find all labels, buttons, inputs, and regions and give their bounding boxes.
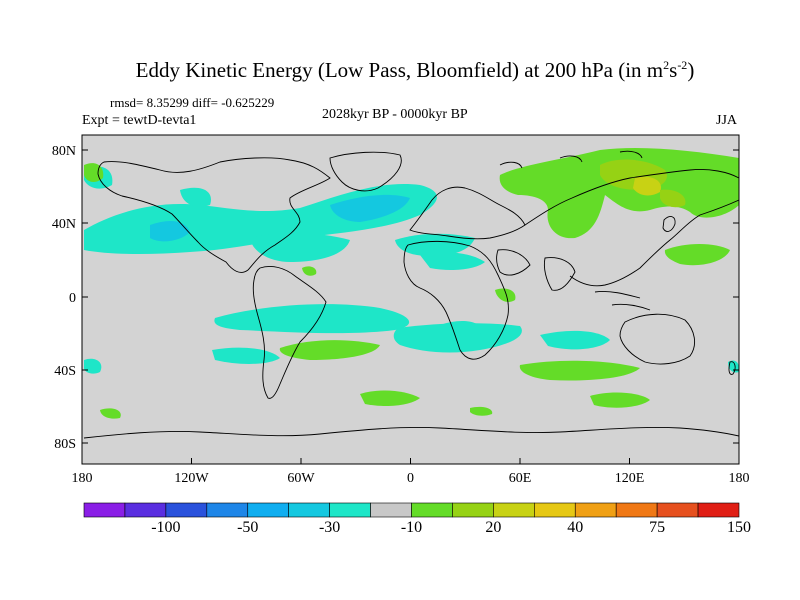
stats-label: rmsd= 8.35299 diff= -0.625229	[110, 95, 275, 110]
season-label: JJA	[716, 113, 738, 128]
anomaly-region	[100, 408, 121, 419]
colorbar-label: -30	[318, 519, 341, 536]
colorbar	[83, 502, 740, 518]
anomaly-region	[214, 304, 410, 334]
anomaly-region	[393, 323, 522, 353]
colorbar-swatch	[247, 502, 289, 518]
colorbar-swatch	[615, 502, 658, 518]
colorbar-label: -50	[237, 519, 259, 536]
coastline-europe	[409, 186, 526, 240]
anomaly-region	[590, 392, 650, 408]
lon-tick-label: 60W	[287, 471, 315, 486]
lon-tick-label: 180	[729, 471, 750, 486]
colorbar-swatch	[411, 502, 453, 518]
anomaly-region	[150, 220, 190, 242]
coastline-arctic-islands	[499, 150, 643, 169]
anomaly-fills	[83, 147, 739, 439]
anomaly-region	[499, 147, 739, 239]
coastline-new-zealand	[728, 361, 736, 375]
colorbar-swatch	[124, 502, 167, 518]
coastline-greenland	[329, 151, 402, 192]
colorbar-swatch	[288, 502, 330, 518]
lon-tick-label: 180	[72, 471, 93, 486]
coastline-asia	[524, 169, 739, 287]
anomaly-region	[279, 340, 380, 360]
anomaly-region	[302, 266, 317, 276]
anomaly-region	[84, 163, 104, 182]
anomaly-region	[212, 347, 280, 364]
lat-tick-label: 80N	[52, 144, 76, 159]
coastline-north-america	[97, 157, 331, 273]
colorbar-label: 75	[649, 519, 666, 536]
coastline-south-america	[252, 265, 327, 399]
latitude-axis: 80N 40N 0 40S 80S	[52, 144, 739, 452]
lon-tick-label: 120W	[174, 471, 209, 486]
anomaly-region	[495, 288, 516, 302]
colorbar-label: -10	[400, 519, 423, 536]
colorbar-swatch	[165, 502, 208, 518]
colorbar-swatch	[206, 502, 249, 518]
lat-tick-label: 0	[69, 291, 76, 306]
colorbar-swatch	[452, 502, 494, 518]
anomaly-region	[395, 233, 475, 256]
colorbar-label: 20	[485, 519, 502, 536]
colorbar-swatch	[83, 502, 126, 518]
anomaly-region	[470, 406, 493, 416]
lon-tick-label: 120E	[615, 471, 645, 486]
coastline-antarctica	[83, 427, 739, 439]
coastlines	[83, 150, 739, 439]
colorbar-swatch	[574, 502, 617, 518]
colorbar-swatch	[656, 502, 699, 518]
coastline-australia	[619, 313, 696, 365]
coastline-indonesia	[594, 291, 651, 311]
lat-tick-label: 80S	[54, 437, 76, 452]
anomaly-region	[660, 189, 686, 208]
anomaly-region	[84, 358, 102, 374]
lat-tick-label: 40S	[54, 364, 76, 379]
colorbar-label: 40	[567, 519, 584, 536]
period-label: 2028kyr BP - 0000kyr BP	[322, 107, 468, 122]
lon-tick-label: 60E	[509, 471, 532, 486]
longitude-axis: 180 120W 60W 0 60E 120E 180	[72, 458, 750, 486]
anomaly-region	[330, 194, 410, 222]
anomaly-region	[420, 252, 485, 270]
anomaly-region	[180, 187, 211, 207]
lon-tick-label: 0	[407, 471, 414, 486]
anomaly-region	[360, 390, 420, 406]
lat-tick-label: 40N	[52, 217, 76, 232]
plot-title: Eddy Kinetic Energy (Low Pass, Bloomfiel…	[135, 58, 695, 82]
anomaly-region	[519, 360, 640, 381]
colorbar-swatch	[697, 502, 740, 518]
anomaly-region	[664, 244, 730, 266]
anomaly-region	[633, 176, 661, 196]
coastline-japan	[662, 216, 676, 232]
colorbar-label: -100	[151, 519, 181, 536]
colorbar-label: 150	[727, 519, 751, 536]
colorbar-swatch	[493, 502, 535, 518]
experiment-label: Expt = tewtD-tevta1	[82, 113, 197, 128]
coastline-africa	[403, 240, 509, 360]
colorbar-swatch	[329, 502, 371, 518]
colorbar-swatch	[370, 502, 412, 518]
coastline-india	[543, 257, 576, 291]
anomaly-region	[728, 360, 739, 373]
anomaly-region	[540, 330, 610, 350]
anomaly-region	[250, 232, 350, 262]
coastline-arabia	[496, 249, 531, 276]
colorbar-swatch	[534, 502, 576, 518]
